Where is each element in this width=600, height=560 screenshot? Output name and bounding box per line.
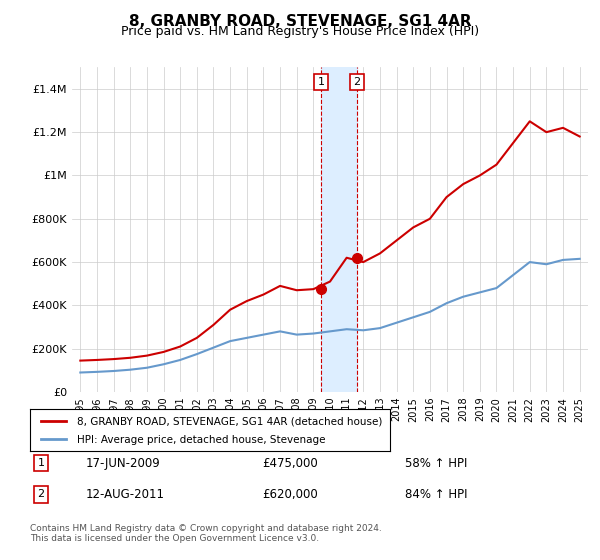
Text: 17-JUN-2009: 17-JUN-2009	[85, 456, 160, 470]
Text: 84% ↑ HPI: 84% ↑ HPI	[406, 488, 468, 501]
Text: 12-AUG-2011: 12-AUG-2011	[85, 488, 164, 501]
Text: Price paid vs. HM Land Registry's House Price Index (HPI): Price paid vs. HM Land Registry's House …	[121, 25, 479, 38]
Text: 1: 1	[38, 458, 44, 468]
Text: Contains HM Land Registry data © Crown copyright and database right 2024.
This d: Contains HM Land Registry data © Crown c…	[30, 524, 382, 543]
Text: £475,000: £475,000	[262, 456, 317, 470]
Text: HPI: Average price, detached house, Stevenage: HPI: Average price, detached house, Stev…	[77, 435, 325, 445]
Text: 58% ↑ HPI: 58% ↑ HPI	[406, 456, 468, 470]
Text: 8, GRANBY ROAD, STEVENAGE, SG1 4AR: 8, GRANBY ROAD, STEVENAGE, SG1 4AR	[128, 14, 472, 29]
Text: 1: 1	[317, 77, 325, 87]
Text: 2: 2	[37, 489, 44, 500]
Text: 2: 2	[353, 77, 361, 87]
Bar	[321, 67, 357, 392]
Text: £620,000: £620,000	[262, 488, 317, 501]
Text: 8, GRANBY ROAD, STEVENAGE, SG1 4AR (detached house): 8, GRANBY ROAD, STEVENAGE, SG1 4AR (deta…	[77, 417, 382, 426]
